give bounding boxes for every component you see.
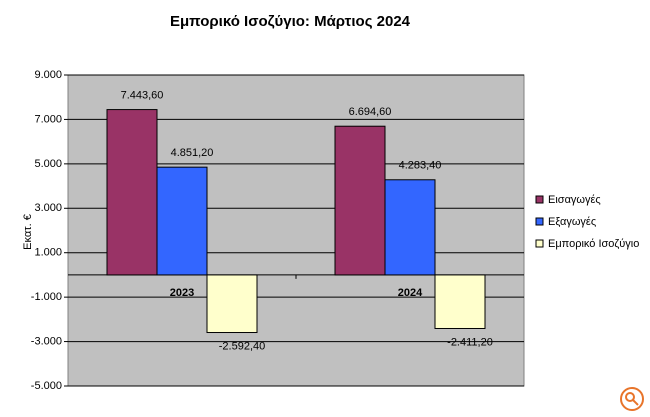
y-tick-label: -3.000 — [31, 335, 62, 347]
bar — [434, 274, 486, 329]
bar — [384, 179, 436, 276]
value-label: 6.694,60 — [349, 106, 392, 118]
y-tick-label: 5.000 — [34, 158, 62, 170]
bar — [206, 274, 258, 334]
legend-swatch — [535, 195, 544, 204]
y-tick-label: 7.000 — [34, 113, 62, 125]
bar — [156, 166, 208, 276]
legend-swatch — [535, 217, 544, 226]
y-tick-label: 9.000 — [34, 69, 62, 81]
value-label: -2.411,20 — [447, 336, 493, 348]
y-tick-label: 1.000 — [34, 247, 62, 259]
y-axis-label: Εκατ. € — [22, 214, 34, 250]
y-tick-label: -1.000 — [31, 291, 62, 303]
value-label: -2.592,40 — [219, 340, 265, 352]
chart-title: Εμπορικό Ισοζύγιο: Μάρτιος 2024 — [170, 13, 411, 30]
y-tick-label: 3.000 — [34, 202, 62, 214]
x-tick-label: 2024 — [398, 287, 423, 299]
bar — [106, 109, 158, 276]
corner-icon — [620, 387, 644, 411]
value-label: 7.443,60 — [121, 89, 164, 101]
value-label: 4.283,40 — [399, 160, 442, 172]
x-tick-label: 2023 — [170, 287, 194, 299]
bar — [334, 125, 386, 276]
legend-label: Εισαγωγές — [548, 194, 601, 206]
legend-label: Εμπορικό Ισοζύγιο — [548, 238, 639, 250]
value-label: 4.851,20 — [171, 147, 214, 159]
y-tick-label: -5.000 — [31, 380, 62, 392]
legend-swatch — [535, 239, 544, 248]
legend-label: Εξαγωγές — [548, 216, 596, 228]
